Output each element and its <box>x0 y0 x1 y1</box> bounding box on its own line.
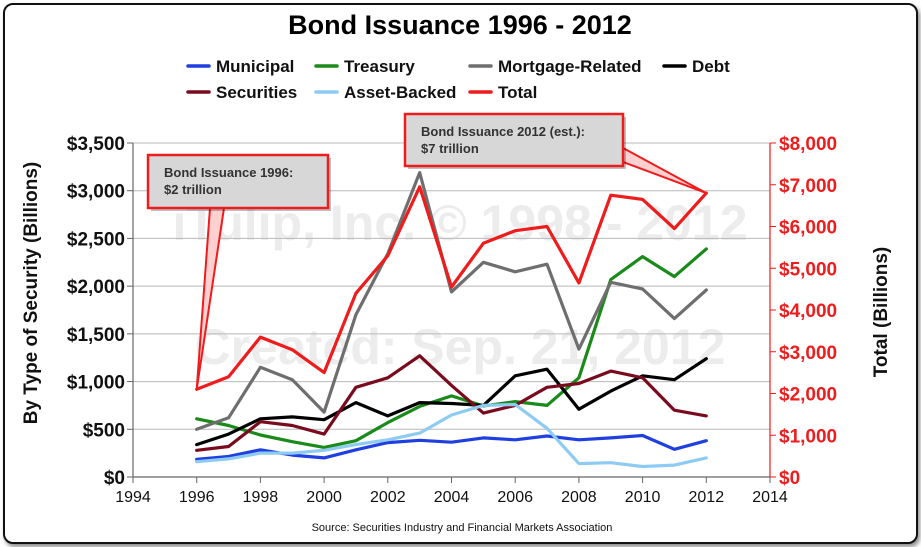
y-tick-label-right: $1,000 <box>779 426 837 447</box>
x-tick-label: 1996 <box>179 489 215 506</box>
legend-label: Mortgage-Related <box>498 57 642 76</box>
series-lines <box>195 171 708 469</box>
callouts: Bond Issuance 1996: $2 trillion Bond Issua… <box>146 112 707 390</box>
x-tick-label: 2012 <box>689 489 725 506</box>
y-tick-label-left: $1,500 <box>67 325 125 346</box>
y-tick-label-right: $5,000 <box>779 259 837 280</box>
chart-title: Bond Issuance 1996 - 2012 <box>288 10 632 40</box>
callout-pointer <box>622 146 707 195</box>
x-tick-label: 2010 <box>625 489 661 506</box>
y-tick-label-left: $500 <box>83 420 125 441</box>
x-tick-label: 2002 <box>370 489 406 506</box>
x-tick-label: 1998 <box>243 489 279 506</box>
x-tick-label: 2014 <box>752 489 788 506</box>
legend-label: Treasury <box>344 57 415 76</box>
y-tick-label-left: $0 <box>104 468 125 489</box>
legend: Municipal Treasury Mortgage-Related Debt Sec… <box>186 57 730 102</box>
y-tick-label-right: $7,000 <box>779 176 837 197</box>
x-tick-label: 2008 <box>561 489 597 506</box>
x-tick-label: 2000 <box>306 489 342 506</box>
series-line-treasury <box>195 247 708 449</box>
y-tick-label-right: $0 <box>779 468 800 489</box>
x-tick-label: 1994 <box>115 489 151 506</box>
legend-label: Debt <box>692 57 730 76</box>
callout-text: Bond Issuance 1996: <box>164 165 293 180</box>
y-axis-label-left: By Type of Security (Billions) <box>21 162 42 425</box>
y-tick-label-left: $3,000 <box>67 182 125 203</box>
legend-label: Asset-Backed <box>344 83 456 102</box>
x-tick-label: 2004 <box>434 489 470 506</box>
y-tick-label-left: $2,500 <box>67 229 125 250</box>
legend-label: Municipal <box>216 57 294 76</box>
y-tick-label-left: $2,000 <box>67 277 125 298</box>
callout-text: Bond Issuance 2012 (est.): <box>421 124 585 139</box>
series-line-total <box>195 185 708 391</box>
y-tick-label-right: $8,000 <box>779 134 837 155</box>
legend-label: Total <box>498 83 537 102</box>
series-line-asset-backed <box>195 402 708 469</box>
series-line-mortgage-related <box>195 171 708 431</box>
watermark-line: Created: Sep. 21, 2012 <box>195 319 726 375</box>
callout-box <box>403 112 625 168</box>
series-line-securities <box>195 354 708 452</box>
y-tick-label-right: $2,000 <box>779 385 837 406</box>
y-tick-label-right: $3,000 <box>779 343 837 364</box>
y-tick-label-right: $6,000 <box>779 218 837 239</box>
legend-label: Securities <box>216 83 297 102</box>
y-tick-label-left: $3,500 <box>67 134 125 155</box>
x-tick-label: 2006 <box>497 489 533 506</box>
callout-text: $2 trillion <box>164 182 222 197</box>
y-axis-label-right: Total (Billions) <box>871 247 892 378</box>
source-note: Source: Securities Industry and Financia… <box>312 522 613 534</box>
axes: $0 $500 $1,000 $1,500 $2,000 $2,500 $3,000 $3,5… <box>67 134 837 506</box>
callout-box <box>146 153 330 210</box>
callout-text: $7 trillion <box>421 141 479 156</box>
y-tick-label-right: $4,000 <box>779 301 837 322</box>
y-tick-label-left: $1,000 <box>67 373 125 394</box>
series-line-debt <box>195 357 708 447</box>
